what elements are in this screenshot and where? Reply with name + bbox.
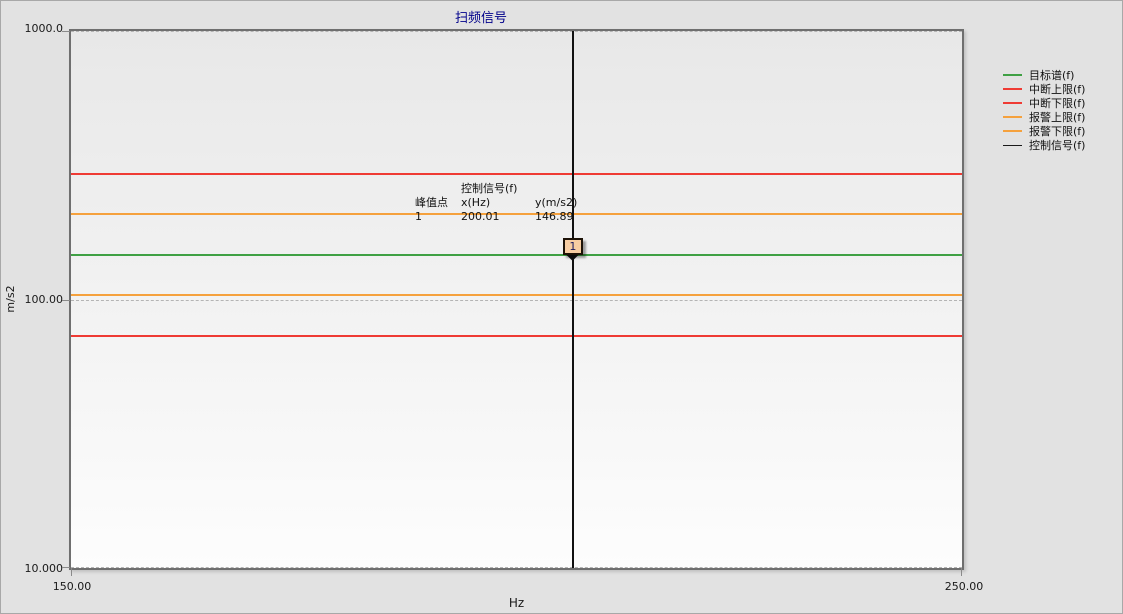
control-signal-cursor — [571, 31, 574, 568]
abort-upper-line-swatch — [1003, 88, 1022, 90]
annotation-header-row: 峰值点 x(Hz) y(m/s2) — [413, 196, 613, 210]
series-line-中断下限(f) — [71, 334, 962, 337]
series-line-报警上限(f) — [71, 213, 962, 216]
annotation-value-row: 1 200.01 146.89 — [413, 210, 613, 224]
peak-annotation: 控制信号(f) 峰值点 x(Hz) y(m/s2) 1 200.01 146.8… — [413, 182, 613, 224]
legend-item-control-signal[interactable]: 控制信号(f) — [1003, 138, 1085, 152]
annotation-col-x: x(Hz) — [461, 196, 491, 209]
series-line-报警下限(f) — [71, 294, 962, 297]
plot-area[interactable]: 1 控制信号(f) 峰值点 x(Hz) y(m/s2) 1 200.01 146… — [62, 29, 964, 576]
peak-marker-box[interactable]: 1 — [562, 237, 583, 255]
annotation-peak-y: 146.89 — [535, 210, 574, 223]
chart-title: 扫频信号 — [454, 11, 507, 26]
legend-item-alarm-lower[interactable]: 报警下限(f) — [1003, 124, 1085, 138]
annotation-col-peak: 峰值点 — [415, 196, 448, 209]
x-tick-label-250: 250.00 — [944, 580, 984, 593]
y-tick-label-10: 10.000 — [24, 562, 64, 575]
y-gridline — [71, 31, 962, 32]
legend-item-alarm-upper[interactable]: 报警上限(f) — [1003, 110, 1085, 124]
y-tick-label-100: 100.00 — [24, 293, 64, 306]
y-tick-label-1000: 1000.0 — [24, 22, 64, 35]
y-tick-mark — [62, 31, 70, 32]
annotation-col-y: y(m/s2) — [535, 196, 578, 209]
control-signal-line-swatch — [1003, 144, 1022, 146]
annotation-title: 控制信号(f) — [461, 182, 518, 195]
abort-lower-line-swatch — [1003, 102, 1022, 104]
y-gridline — [71, 567, 962, 568]
x-tick-mark — [961, 568, 962, 576]
legend-item-abort-upper[interactable]: 中断上限(f) — [1003, 82, 1085, 96]
y-tick-mark — [62, 567, 70, 568]
y-axis-title: m/s2 — [4, 285, 17, 313]
legend-item-abort-lower[interactable]: 中断下限(f) — [1003, 96, 1085, 110]
y-gridline — [71, 299, 962, 301]
x-tick-mark — [71, 568, 72, 576]
series-line-目标谱(f) — [71, 253, 962, 256]
y-tick-mark — [62, 299, 70, 301]
legend: 目标谱(f) 中断上限(f) 中断下限(f) 报警上限(f) 报警下限(f) 控… — [1003, 68, 1085, 152]
x-axis-title: Hz — [508, 596, 525, 610]
series-line-中断上限(f) — [71, 172, 962, 175]
target-line-swatch — [1003, 74, 1022, 76]
alarm-upper-line-swatch — [1003, 116, 1022, 118]
x-tick-label-150: 150.00 — [52, 580, 92, 593]
annotation-peak-index: 1 — [415, 210, 422, 223]
legend-item-target[interactable]: 目标谱(f) — [1003, 68, 1085, 82]
plot-canvas: 1 控制信号(f) 峰值点 x(Hz) y(m/s2) 1 200.01 146… — [62, 31, 962, 576]
annotation-peak-x: 200.01 — [461, 210, 500, 223]
alarm-lower-line-swatch — [1003, 130, 1022, 132]
